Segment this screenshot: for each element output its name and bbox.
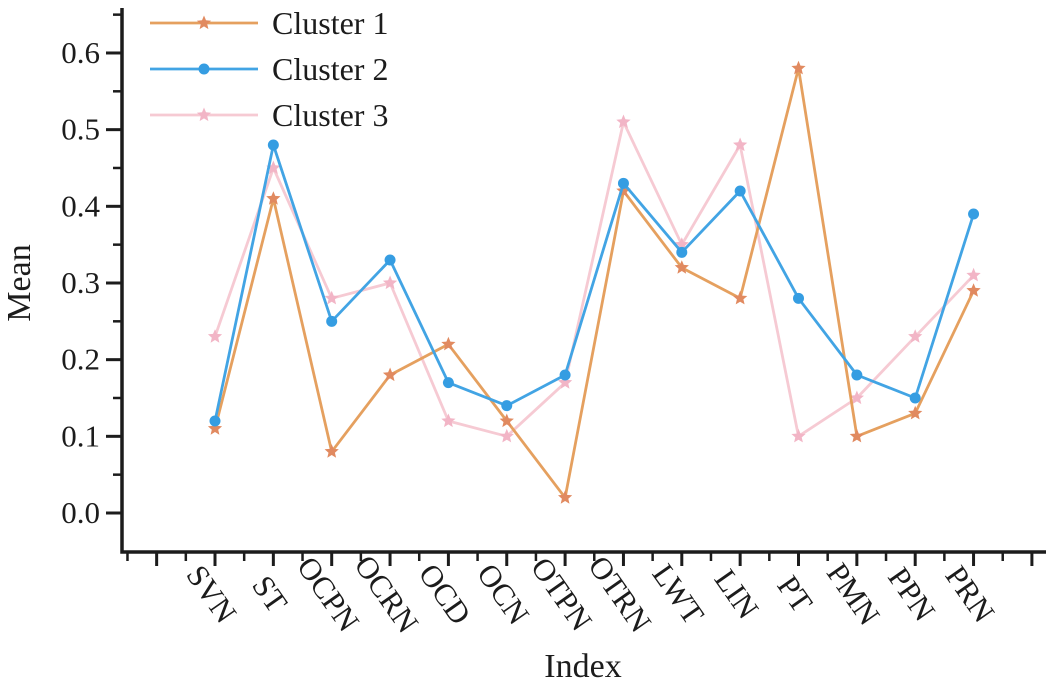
star-legend-marker: [196, 15, 212, 30]
y-axis-title: Mean: [1, 244, 38, 321]
star-marker-cluster-1: [849, 428, 864, 443]
x-category-label: PPN: [881, 561, 942, 628]
y-tick-label: 0.2: [61, 342, 100, 377]
series-line-cluster-3: [213, 120, 975, 438]
circle-marker-cluster-2: [559, 369, 571, 381]
circle-marker-cluster-2: [209, 415, 221, 427]
x-category-label: SVN: [179, 559, 243, 630]
star-marker-cluster-3: [849, 390, 864, 405]
circle-marker-cluster-2: [909, 392, 921, 404]
x-category-label: OCRN: [348, 549, 426, 640]
star-marker-cluster-1: [966, 283, 981, 297]
star-marker-cluster-3: [382, 275, 398, 290]
star-marker-cluster-1: [791, 60, 806, 75]
star-marker-cluster-3: [966, 267, 981, 282]
star-marker-cluster-1: [324, 444, 339, 458]
circle-marker-cluster-2: [793, 292, 804, 304]
legend-label: Cluster 1: [272, 5, 388, 41]
circle-legend-marker: [198, 63, 210, 75]
star-marker-cluster-1: [382, 367, 398, 382]
star-marker-cluster-1: [558, 490, 573, 504]
circle-marker-cluster-2: [384, 254, 396, 266]
star-marker-cluster-3: [441, 413, 456, 428]
y-tick-label: 0.1: [61, 418, 100, 453]
circle-marker-cluster-2: [851, 369, 863, 381]
legend-label: Cluster 3: [272, 97, 388, 133]
x-category-label: ST: [245, 569, 294, 619]
circle-marker-cluster-2: [734, 185, 746, 197]
x-category-label: PT: [770, 569, 819, 619]
star-marker-cluster-1: [499, 413, 514, 428]
circle-marker-cluster-2: [326, 315, 338, 327]
y-tick-label: 0.0: [61, 495, 100, 530]
star-marker-cluster-1: [441, 336, 456, 351]
star-marker-cluster-1: [908, 405, 923, 420]
circle-marker-cluster-2: [968, 208, 980, 220]
star-marker-cluster-1: [266, 191, 281, 205]
star-marker-cluster-3: [791, 428, 806, 443]
star-marker-cluster-1: [674, 260, 689, 274]
star-marker-cluster-3: [616, 114, 631, 129]
y-tick-label: 0.3: [61, 265, 100, 300]
x-category-label: OTRN: [582, 549, 659, 638]
x-category-label: LIN: [708, 563, 766, 625]
star-marker-cluster-1: [733, 290, 748, 305]
x-category-label: PRN: [939, 559, 1002, 628]
star-marker-cluster-3: [266, 160, 281, 175]
circle-marker-cluster-2: [501, 400, 513, 412]
circle-marker-cluster-2: [442, 377, 454, 389]
star-marker-cluster-1: [207, 421, 223, 435]
legend-label: Cluster 2: [272, 51, 388, 87]
star-marker-cluster-3: [908, 329, 923, 343]
series-line-cluster-1: [213, 66, 975, 500]
star-marker-cluster-3: [733, 137, 748, 152]
star-marker-cluster-3: [207, 329, 223, 343]
y-tick-label: 0.4: [61, 188, 100, 223]
star-marker-cluster-3: [324, 290, 339, 305]
star-marker-cluster-3: [499, 428, 514, 443]
circle-marker-cluster-2: [617, 177, 629, 189]
x-category-label: PMN: [820, 556, 887, 631]
axes-frame: [120, 8, 1046, 554]
circle-marker-cluster-2: [267, 139, 279, 151]
star-marker-cluster-3: [558, 375, 573, 389]
star-legend-marker: [196, 107, 212, 122]
series-line-cluster-2: [213, 143, 975, 422]
circle-marker-cluster-2: [676, 246, 688, 258]
x-axis-title: Index: [544, 648, 621, 685]
y-tick-label: 0.6: [61, 35, 100, 70]
y-tick-label: 0.5: [61, 112, 100, 147]
